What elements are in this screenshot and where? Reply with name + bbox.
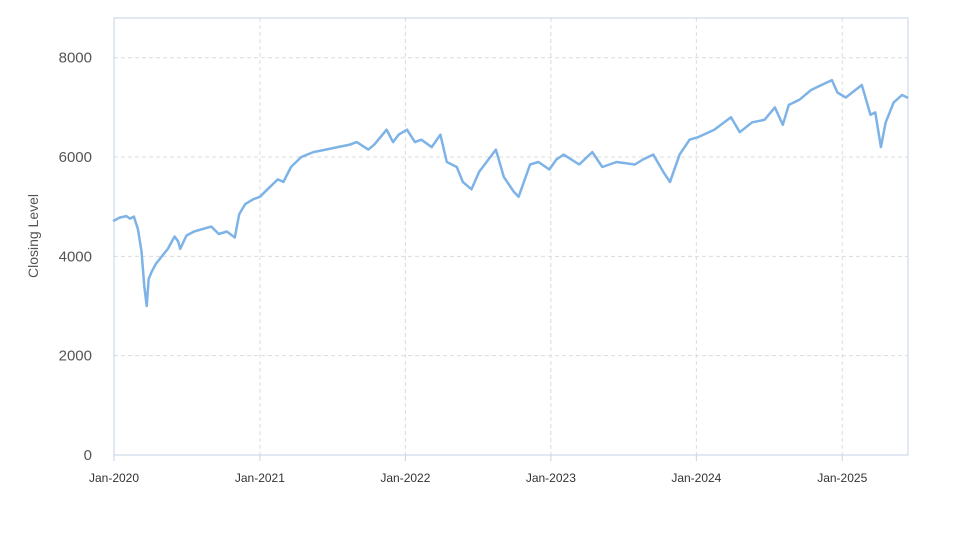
y-tick-label: 2000 (59, 348, 92, 365)
series-line-0 (112, 78, 909, 308)
x-tick-label: Jan-2023 (526, 471, 576, 485)
x-tick-label: Jan-2022 (380, 471, 430, 485)
x-axis-ticks: Jan-2020 Jan-2021 Jan-2022 Jan-2023 Jan-2024… (89, 471, 868, 485)
y-tick-label: 0 (84, 447, 92, 464)
plot-frame (113, 17, 909, 456)
x-tick-label: Jan-2025 (817, 471, 867, 485)
y-axis-title: Closing Level (25, 194, 41, 278)
grid (114, 18, 908, 455)
axes (113, 17, 909, 461)
series-layer (112, 78, 909, 308)
y-tick-label: 4000 (59, 248, 92, 265)
x-tick-label: Jan-2020 (89, 471, 139, 485)
x-tick-label: Jan-2021 (235, 471, 285, 485)
x-tick-label: Jan-2024 (671, 471, 721, 485)
y-axis-ticks: 0 2000 4000 6000 8000 (59, 50, 92, 464)
y-tick-label: 6000 (59, 149, 92, 166)
y-tick-label: 8000 (59, 50, 92, 67)
